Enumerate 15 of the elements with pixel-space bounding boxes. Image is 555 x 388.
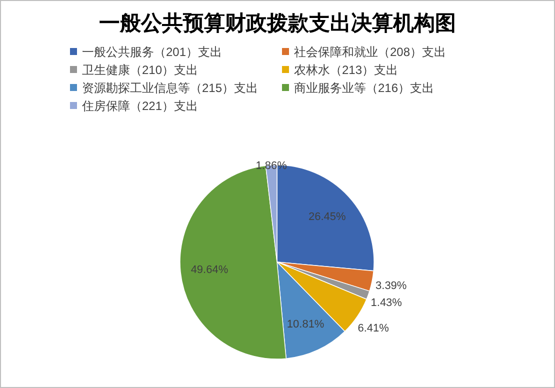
legend-label: 资源勘探工业信息等（215）支出: [82, 81, 258, 95]
data-label: 10.81%: [286, 318, 324, 331]
data-label: 1.86%: [256, 160, 288, 172]
legend-label: 卫生健康（210）支出: [82, 63, 198, 77]
legend-label: 社会保障和就业（208）支出: [294, 45, 446, 59]
data-label: 3.39%: [376, 280, 407, 292]
legend-label: 住房保障（221）支出: [81, 99, 198, 113]
data-label: 49.64%: [190, 264, 228, 276]
data-label: 1.43%: [370, 296, 402, 309]
data-label: 26.45%: [308, 211, 346, 224]
legend-label: 一般公共服务（201）支出: [82, 45, 222, 59]
legend-label: 农林水（213）支出: [294, 63, 398, 77]
legend-label: 商业服务业等（216）支出: [294, 81, 434, 95]
data-label: 6.41%: [358, 322, 390, 334]
chart-title: 一般公共预算财政拨款支出决算机构图: [99, 12, 456, 35]
